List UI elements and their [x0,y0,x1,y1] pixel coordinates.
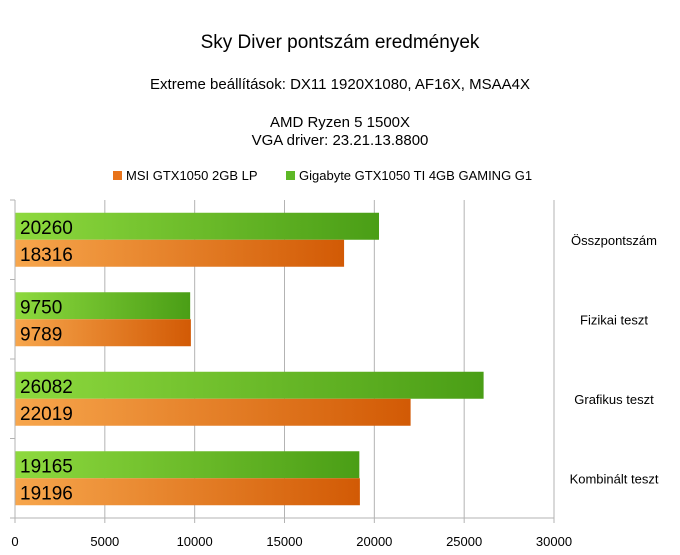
x-tick-label-2: 10000 [177,534,213,549]
chart-subtitle-settings: Extreme beállítások: DX11 1920X1080, AF1… [150,76,530,93]
x-tick-label-5: 25000 [446,534,482,549]
category-labels: Összpontszám Fizikai teszt Grafikus teszt K… [570,233,659,487]
data-label-msi-3: 19196 [20,483,73,504]
bar-gigabyte-1 [15,292,191,320]
data-label-gigabyte-0: 20260 [20,218,73,239]
bar-msi-1 [15,319,191,347]
legend-label-gigabyte: Gigabyte GTX1050 TI 4GB GAMING G1 [299,168,532,183]
category-label-2: Grafikus teszt [574,392,654,407]
data-label-msi-0: 18316 [20,245,73,266]
bar-msi-2 [15,398,411,426]
bar-msi-3 [15,478,360,506]
legend-swatch-msi [113,171,122,180]
data-label-msi-1: 9789 [20,324,62,345]
data-label-msi-2: 22019 [20,404,73,425]
x-tick-label-1: 5000 [90,534,119,549]
x-tick-label-0: 0 [11,534,18,549]
chart-subtitle-driver: VGA driver: 23.21.13.8800 [252,132,429,149]
category-label-3: Kombinált teszt [570,471,659,486]
bars: 20260 18316 9750 9789 26082 22019 19165 19196 [15,212,484,506]
category-label-0: Összpontszám [571,233,657,248]
bar-gigabyte-2 [15,371,484,399]
data-label-gigabyte-2: 26082 [20,377,73,398]
category-label-1: Fizikai teszt [580,312,648,327]
x-tick-label-4: 20000 [356,534,392,549]
x-tick-labels: 0 5000 10000 15000 20000 25000 30000 [11,534,572,549]
data-label-gigabyte-1: 9750 [20,297,62,318]
bar-gigabyte-3 [15,451,360,479]
x-tick-label-3: 15000 [266,534,302,549]
data-label-gigabyte-3: 19165 [20,456,73,477]
chart-title: Sky Diver pontszám eredmények [201,32,480,53]
legend-label-msi: MSI GTX1050 2GB LP [126,168,258,183]
axes [10,199,555,523]
legend: MSI GTX1050 2GB LP Gigabyte GTX1050 TI 4… [113,168,532,183]
chart-subtitle-cpu: AMD Ryzen 5 1500X [270,114,410,131]
x-tick-label-6: 30000 [536,534,572,549]
legend-swatch-gigabyte [286,171,295,180]
bar-msi-0 [15,239,345,267]
bar-gigabyte-0 [15,212,380,240]
